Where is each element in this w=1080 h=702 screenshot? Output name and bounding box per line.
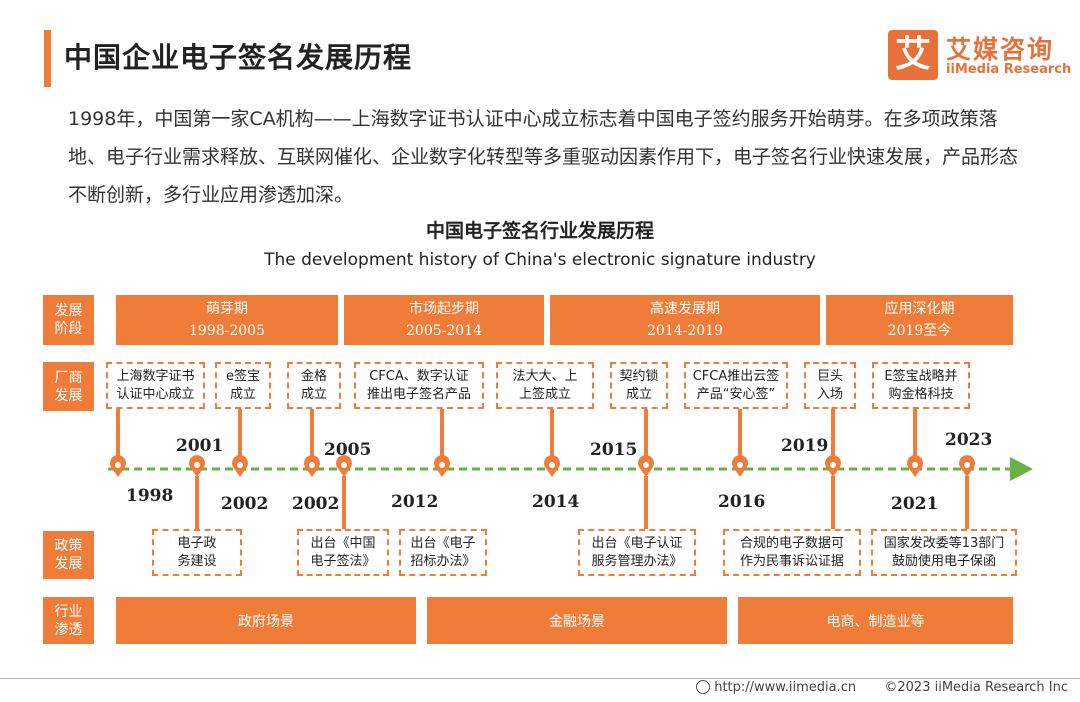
year-label: 1998 (126, 486, 174, 506)
year-label: 2005 (324, 440, 372, 460)
policy-event: 合规的电子数据可 作为民事诉讼证据 (723, 529, 861, 576)
timeline-pin-dot (309, 462, 315, 468)
policy-event: 国家发改委等13部门 鼓励使用电子保函 (871, 529, 1017, 576)
timeline-connector (644, 409, 648, 462)
timeline-connector (116, 409, 120, 462)
phase-block: 高速发展期 2014-2019 (550, 295, 820, 345)
timeline-connector (440, 409, 444, 462)
year-label: 2014 (532, 492, 580, 512)
year-label: 2021 (891, 494, 939, 514)
year-label: 2002 (221, 494, 269, 514)
vendor-event: CFCA推出云签 产品“安心签” (684, 362, 788, 409)
row-label-policy: 政策 发展 (43, 531, 94, 579)
policy-event: 出台《电子 招标办法》 (399, 529, 487, 576)
year-label: 2019 (781, 436, 829, 456)
phase-name: 市场起步期 (409, 301, 479, 317)
phase-name: 萌芽期 (206, 301, 248, 317)
timeline-pin-dot (341, 462, 347, 468)
timeline-connector (913, 409, 917, 462)
timeline-connector (195, 476, 199, 529)
vendor-event: E签宝战略并 购金格科技 (872, 362, 970, 409)
footer-copyright: ©2023 iiMedia Research Inc (884, 680, 1068, 695)
intro-paragraph: 1998年，中国第一家CA机构——上海数字证书认证中心成立标志着中国电子签约服务… (68, 108, 1019, 206)
timeline-connector (738, 409, 742, 462)
phase-name: 高速发展期 (650, 301, 720, 317)
year-label: 2012 (391, 492, 439, 512)
diagram-title-cn: 中国电子签名行业发展历程 (425, 220, 654, 242)
phase-years: 1998-2005 (189, 323, 265, 339)
timeline-connector (965, 476, 969, 529)
timeline-pin-dot (115, 462, 121, 468)
row-label-industry: 行业 渗透 (43, 597, 94, 644)
footer-divider (0, 678, 1080, 679)
logo-mark: 艾 (888, 30, 938, 80)
policy-event: 出台《电子认证 服务管理办法》 (578, 529, 696, 576)
timeline-arrow-icon (1010, 457, 1033, 481)
globe-icon (696, 680, 711, 694)
timeline-connector (831, 409, 835, 462)
year-label: 2016 (718, 492, 766, 512)
timeline-pin-dot (912, 462, 918, 468)
timeline-connector (831, 476, 835, 529)
timeline-connector (550, 409, 554, 462)
policy-event: 出台《中国 电子签法》 (297, 529, 389, 576)
timeline-pin-dot (439, 462, 445, 468)
timeline-connector (342, 476, 346, 529)
timeline-pin-dot (737, 462, 743, 468)
phase-years: 2014-2019 (647, 323, 723, 339)
year-label: 2001 (176, 436, 224, 456)
phase-block: 市场起步期 2005-2014 (344, 295, 544, 345)
year-label: 2002 (292, 494, 340, 514)
phase-block: 应用深化期 2019至今 (826, 295, 1013, 345)
industry-scene: 电商、制造业等 (738, 597, 1013, 644)
title-accent-bar (44, 30, 51, 87)
year-label: 2023 (945, 430, 993, 450)
vendor-event: 法大大、上 上签成立 (496, 362, 594, 409)
vendor-event: 金格 成立 (287, 362, 341, 409)
policy-event: 电子政 务建设 (152, 529, 242, 576)
logo-name-en: iiMedia Research (946, 62, 1072, 77)
vendor-event: 巨头 入场 (804, 362, 856, 409)
timeline-connector (644, 476, 648, 529)
phase-block: 萌芽期 1998-2005 (116, 295, 338, 345)
footer-url[interactable]: http://www.iimedia.cn (714, 680, 857, 695)
logo-name-cn: 艾媒咨询 (946, 35, 1055, 64)
page-title: 中国企业电子签名发展历程 (64, 41, 413, 74)
timeline-pin-dot (194, 462, 200, 468)
year-label: 2015 (590, 440, 638, 460)
timeline-pin-dot (964, 462, 970, 468)
vendor-event: 契约锁 成立 (610, 362, 668, 409)
industry-scene: 金融场景 (427, 597, 727, 644)
timeline-connector (310, 409, 314, 462)
phase-name: 应用深化期 (884, 301, 955, 317)
timeline-pin-dot (549, 462, 555, 468)
row-label-vendor: 厂商 发展 (43, 362, 94, 411)
diagram-title-en: The development history of China's elect… (264, 250, 816, 270)
timeline-connector (238, 409, 242, 462)
vendor-event: e签宝 成立 (215, 362, 271, 409)
industry-scene: 政府场景 (116, 597, 416, 644)
timeline-pin-dot (830, 462, 836, 468)
timeline-pin-dot (237, 462, 243, 468)
footer: http://www.iimedia.cn ©2023 iiMedia Rese… (696, 680, 1068, 695)
vendor-event: 上海数字证书 认证中心成立 (106, 362, 205, 409)
phase-years: 2005-2014 (406, 323, 482, 339)
vendor-event: CFCA、数字认证 推出电子签名产品 (354, 362, 484, 409)
phase-years: 2019至今 (887, 323, 952, 339)
row-label-stage: 发展 阶段 (43, 295, 94, 345)
timeline-pin-dot (643, 462, 649, 468)
